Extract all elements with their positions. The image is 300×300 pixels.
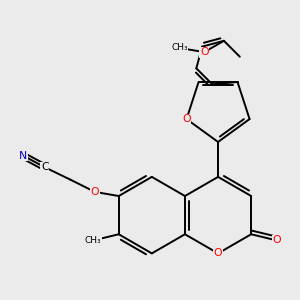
Text: CH₃: CH₃: [171, 44, 188, 52]
Text: N: N: [19, 151, 28, 161]
Text: C: C: [41, 162, 49, 172]
Text: O: O: [272, 236, 281, 245]
Text: O: O: [182, 114, 191, 124]
Text: O: O: [200, 47, 208, 57]
Text: O: O: [214, 248, 222, 258]
Text: CH₃: CH₃: [85, 236, 101, 245]
Text: O: O: [91, 187, 99, 197]
